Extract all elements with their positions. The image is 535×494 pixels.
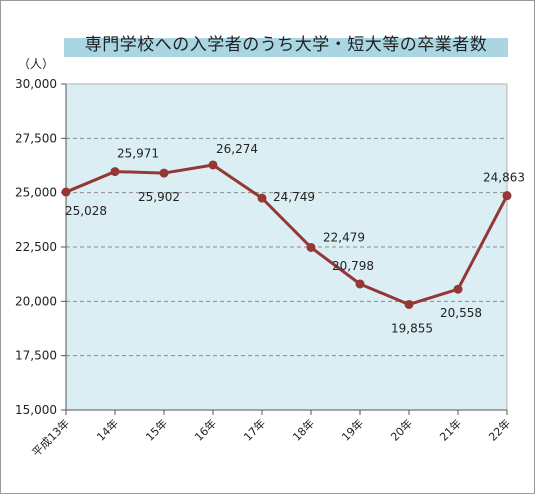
data-point bbox=[453, 284, 463, 294]
data-point bbox=[110, 167, 120, 177]
y-tick-label: 30,000 bbox=[15, 77, 57, 91]
y-axis-unit: （人） bbox=[18, 57, 55, 71]
x-tick-label: 19年 bbox=[339, 416, 367, 444]
data-label: 20,798 bbox=[332, 259, 374, 273]
data-point bbox=[208, 160, 218, 170]
data-point bbox=[61, 187, 71, 197]
data-label: 22,479 bbox=[323, 230, 365, 244]
y-tick-label: 15,000 bbox=[15, 403, 57, 417]
x-axis-ticks: 平成13年 14年 15年 16年 17年 18年 19年 20年 21年 22年 bbox=[29, 410, 513, 459]
x-tick-label: 20年 bbox=[388, 416, 416, 444]
data-label: 20,558 bbox=[440, 306, 482, 320]
data-point bbox=[355, 279, 365, 289]
x-tick-label: 16年 bbox=[192, 416, 220, 444]
x-tick-label: 22年 bbox=[486, 416, 514, 444]
y-axis-ticks: 15,000 17,500 20,000 22,500 25,000 27,500 30,0… bbox=[15, 77, 66, 417]
y-tick-label: 25,000 bbox=[15, 186, 57, 200]
data-labels: 25,028 25,971 25,902 26,274 24,749 22,479 20,7… bbox=[65, 142, 525, 336]
data-point bbox=[257, 193, 267, 203]
data-point bbox=[404, 299, 414, 309]
data-label: 26,274 bbox=[216, 142, 258, 156]
series-line bbox=[65, 163, 509, 306]
data-label: 25,971 bbox=[117, 147, 159, 161]
data-point bbox=[306, 242, 316, 252]
data-label: 24,863 bbox=[483, 171, 525, 185]
x-tick-label: 14年 bbox=[94, 416, 122, 444]
data-label: 19,855 bbox=[391, 321, 433, 335]
y-tick-label: 22,500 bbox=[15, 240, 57, 254]
y-tick-label: 17,500 bbox=[15, 349, 57, 363]
y-tick-label: 27,500 bbox=[15, 131, 57, 145]
data-label: 25,028 bbox=[65, 204, 107, 218]
x-tick-label: 21年 bbox=[437, 416, 465, 444]
y-tick-label: 20,000 bbox=[15, 294, 57, 308]
data-point bbox=[502, 191, 512, 201]
x-tick-label: 15年 bbox=[143, 416, 171, 444]
data-label: 25,902 bbox=[138, 190, 180, 204]
title-band bbox=[64, 38, 508, 57]
x-tick-label: 平成13年 bbox=[29, 416, 72, 459]
x-tick-label: 18年 bbox=[290, 416, 318, 444]
gridlines bbox=[66, 137, 507, 357]
data-point bbox=[159, 168, 169, 178]
data-label: 24,749 bbox=[273, 190, 315, 204]
chart-title: 専門学校への入学者のうち大学・短大等の卒業者数 bbox=[84, 35, 488, 55]
series-group bbox=[61, 160, 512, 309]
x-tick-label: 17年 bbox=[241, 416, 269, 444]
